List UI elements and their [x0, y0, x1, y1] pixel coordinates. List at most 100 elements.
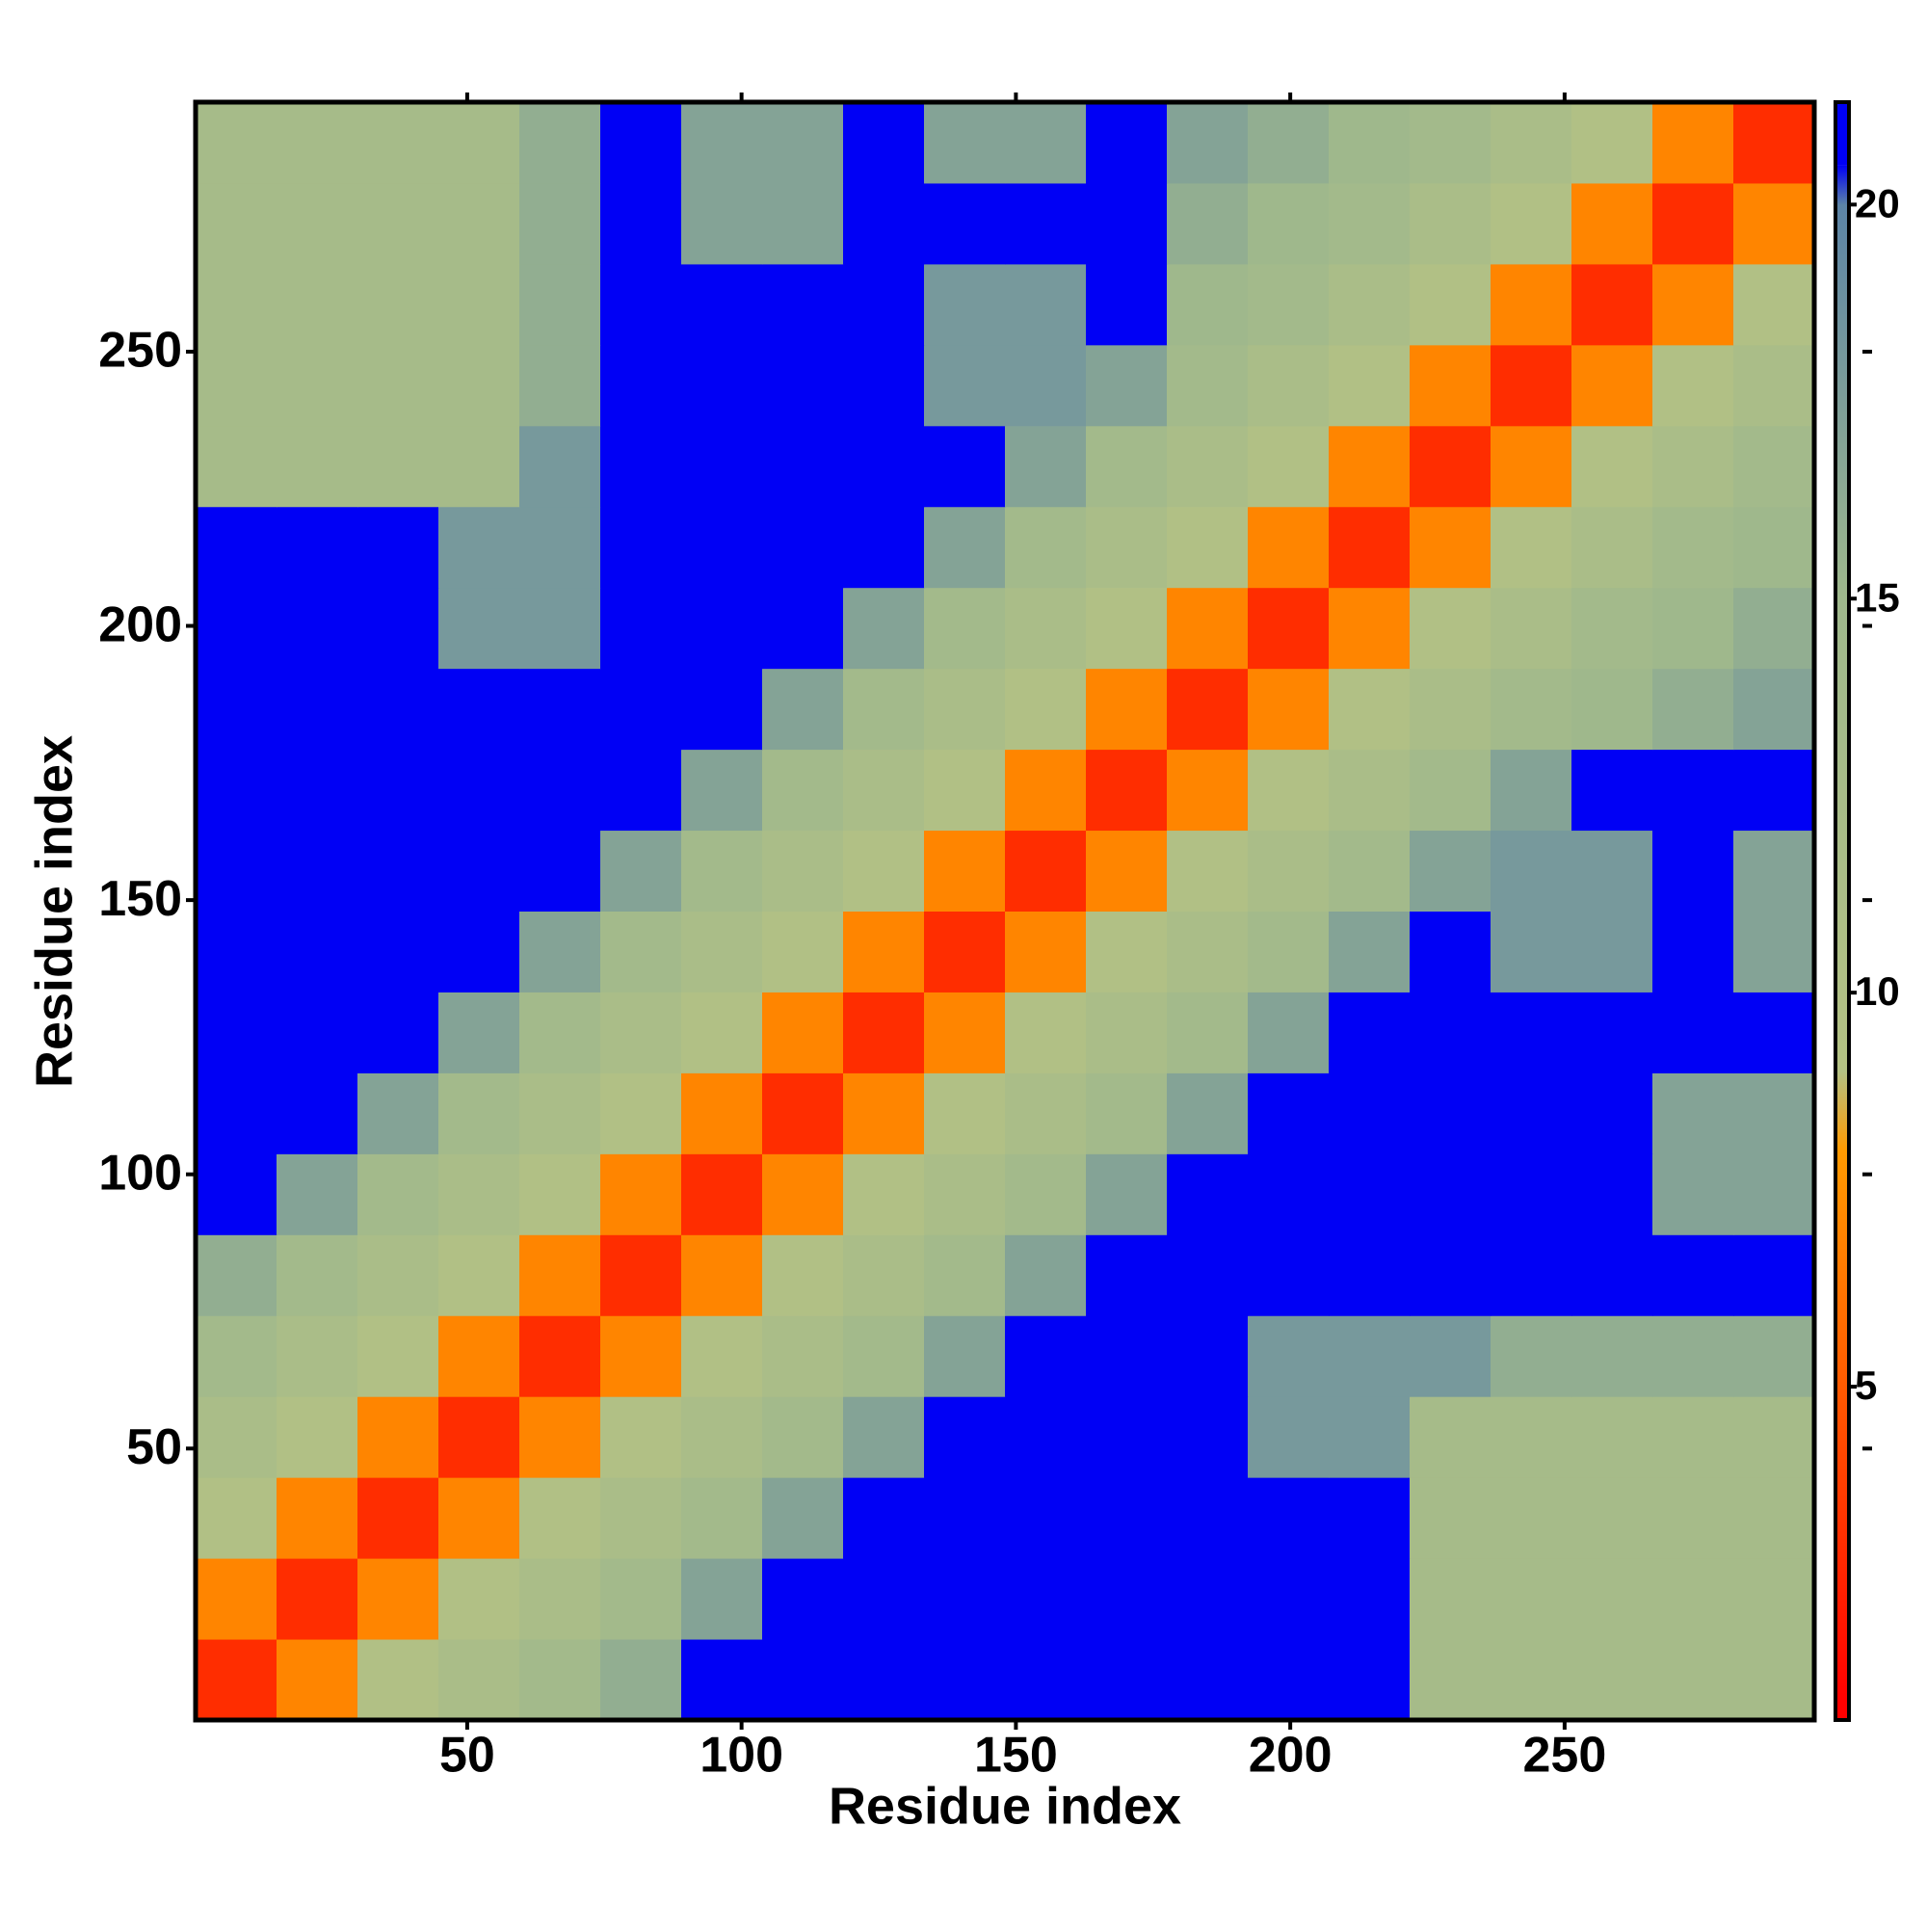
- heatmap-cell: [1329, 1558, 1411, 1640]
- heatmap-cell: [1652, 1072, 1734, 1154]
- heatmap-cell: [1652, 506, 1734, 589]
- heatmap-cell: [1329, 587, 1411, 670]
- heatmap-cell: [1167, 911, 1249, 992]
- heatmap-cell: [519, 344, 601, 427]
- heatmap-cell: [1491, 263, 1572, 346]
- heatmap-cell: [1491, 425, 1572, 508]
- heatmap-cell: [1248, 425, 1330, 508]
- heatmap-cell: [681, 992, 763, 1073]
- heatmap-cell: [438, 506, 520, 589]
- heatmap-cell: [1733, 102, 1815, 184]
- heatmap-cell: [1652, 102, 1734, 184]
- heatmap-cell: [1491, 506, 1572, 589]
- heatmap-cell: [1005, 587, 1087, 670]
- heatmap-cell: [1329, 1072, 1411, 1154]
- heatmap-cell: [762, 182, 844, 265]
- heatmap-cell: [196, 1315, 277, 1397]
- heatmap-cell: [1086, 506, 1168, 589]
- heatmap-cell: [1571, 911, 1653, 992]
- heatmap-cell: [1329, 182, 1411, 265]
- heatmap-cell: [519, 1558, 601, 1640]
- heatmap-cell: [196, 749, 277, 832]
- heatmap-cell: [924, 668, 1006, 751]
- heatmap-cell: [277, 1072, 358, 1154]
- heatmap-cell: [681, 344, 763, 427]
- heatmap-cell: [1733, 344, 1815, 427]
- heatmap-cell: [1491, 668, 1572, 751]
- heatmap-cell: [1329, 911, 1411, 992]
- heatmap-cell: [681, 1072, 763, 1154]
- heatmap-cell: [1733, 1072, 1815, 1154]
- heatmap-cell: [277, 1315, 358, 1397]
- heatmap-cell: [519, 587, 601, 670]
- heatmap-cell: [600, 1315, 682, 1397]
- heatmap-cell: [1005, 182, 1087, 265]
- heatmap-cell: [1652, 1558, 1734, 1640]
- heatmap-cell: [1571, 102, 1653, 184]
- heatmap-cell: [600, 344, 682, 427]
- heatmap-cell: [519, 992, 601, 1073]
- heatmap-cell: [1167, 344, 1249, 427]
- heatmap-cell: [438, 911, 520, 992]
- heatmap-cell: [277, 506, 358, 589]
- heatmap-cell: [1652, 344, 1734, 427]
- heatmap-cell: [1733, 992, 1815, 1073]
- heatmap-cell: [762, 1315, 844, 1397]
- heatmap-cell: [1733, 1234, 1815, 1316]
- heatmap-cell: [196, 1396, 277, 1478]
- heatmap-cell: [1491, 911, 1572, 992]
- x-tick-label: 100: [700, 1728, 783, 1784]
- heatmap-cell: [438, 182, 520, 265]
- heatmap-cell: [1248, 1153, 1330, 1235]
- heatmap-cell: [681, 1477, 763, 1559]
- heatmap-cell: [681, 1315, 763, 1397]
- heatmap-cell: [843, 830, 925, 912]
- heatmap-cell: [1167, 1639, 1249, 1721]
- heatmap-cell: [762, 668, 844, 751]
- heatmap-cell: [843, 1234, 925, 1316]
- heatmap-cell: [924, 587, 1006, 670]
- heatmap-cell: [196, 102, 277, 184]
- heatmap-cell: [600, 506, 682, 589]
- heatmap-cell: [196, 911, 277, 992]
- heatmap-cell: [1248, 506, 1330, 589]
- heatmap-cell: [1733, 1477, 1815, 1559]
- heatmap-cell: [681, 1396, 763, 1478]
- heatmap-cell: [519, 506, 601, 589]
- heatmap-cell: [357, 1396, 439, 1478]
- heatmap-cell: [196, 425, 277, 508]
- heatmap-cell: [843, 102, 925, 184]
- heatmap-cell: [1167, 102, 1249, 184]
- heatmap-cell: [924, 1396, 1006, 1478]
- heatmap-cell: [1491, 1153, 1572, 1235]
- heatmap-cell: [1167, 1558, 1249, 1640]
- heatmap-cell: [1005, 830, 1087, 912]
- heatmap-cell: [843, 1477, 925, 1559]
- heatmap-cell: [843, 506, 925, 589]
- heatmap-cell: [1167, 263, 1249, 346]
- heatmap-cell: [1410, 1477, 1491, 1559]
- heatmap-cell: [519, 1477, 601, 1559]
- heatmap-cell: [1733, 1153, 1815, 1235]
- heatmap-cell: [762, 506, 844, 589]
- heatmap-cell: [1491, 102, 1572, 184]
- heatmap-cell: [438, 830, 520, 912]
- colorbar-segment: [1835, 1071, 1849, 1151]
- heatmap-cell: [1652, 668, 1734, 751]
- heatmap-cell: [1571, 506, 1653, 589]
- heatmap-cell: [1410, 102, 1491, 184]
- heatmap-cell: [196, 263, 277, 346]
- colorbar-segment: [1835, 204, 1849, 599]
- heatmap-cell: [1167, 1477, 1249, 1559]
- heatmap-cell: [519, 1396, 601, 1478]
- heatmap-cell: [681, 668, 763, 751]
- heatmap-cell: [277, 102, 358, 184]
- heatmap-cell: [1005, 263, 1087, 346]
- heatmap-cell: [1167, 587, 1249, 670]
- heatmap-cell: [762, 102, 844, 184]
- heatmap-cell: [357, 1234, 439, 1316]
- heatmap-cell: [600, 1072, 682, 1154]
- heatmap-cell: [1329, 668, 1411, 751]
- heatmap-cell: [277, 830, 358, 912]
- heatmap-cell: [438, 1072, 520, 1154]
